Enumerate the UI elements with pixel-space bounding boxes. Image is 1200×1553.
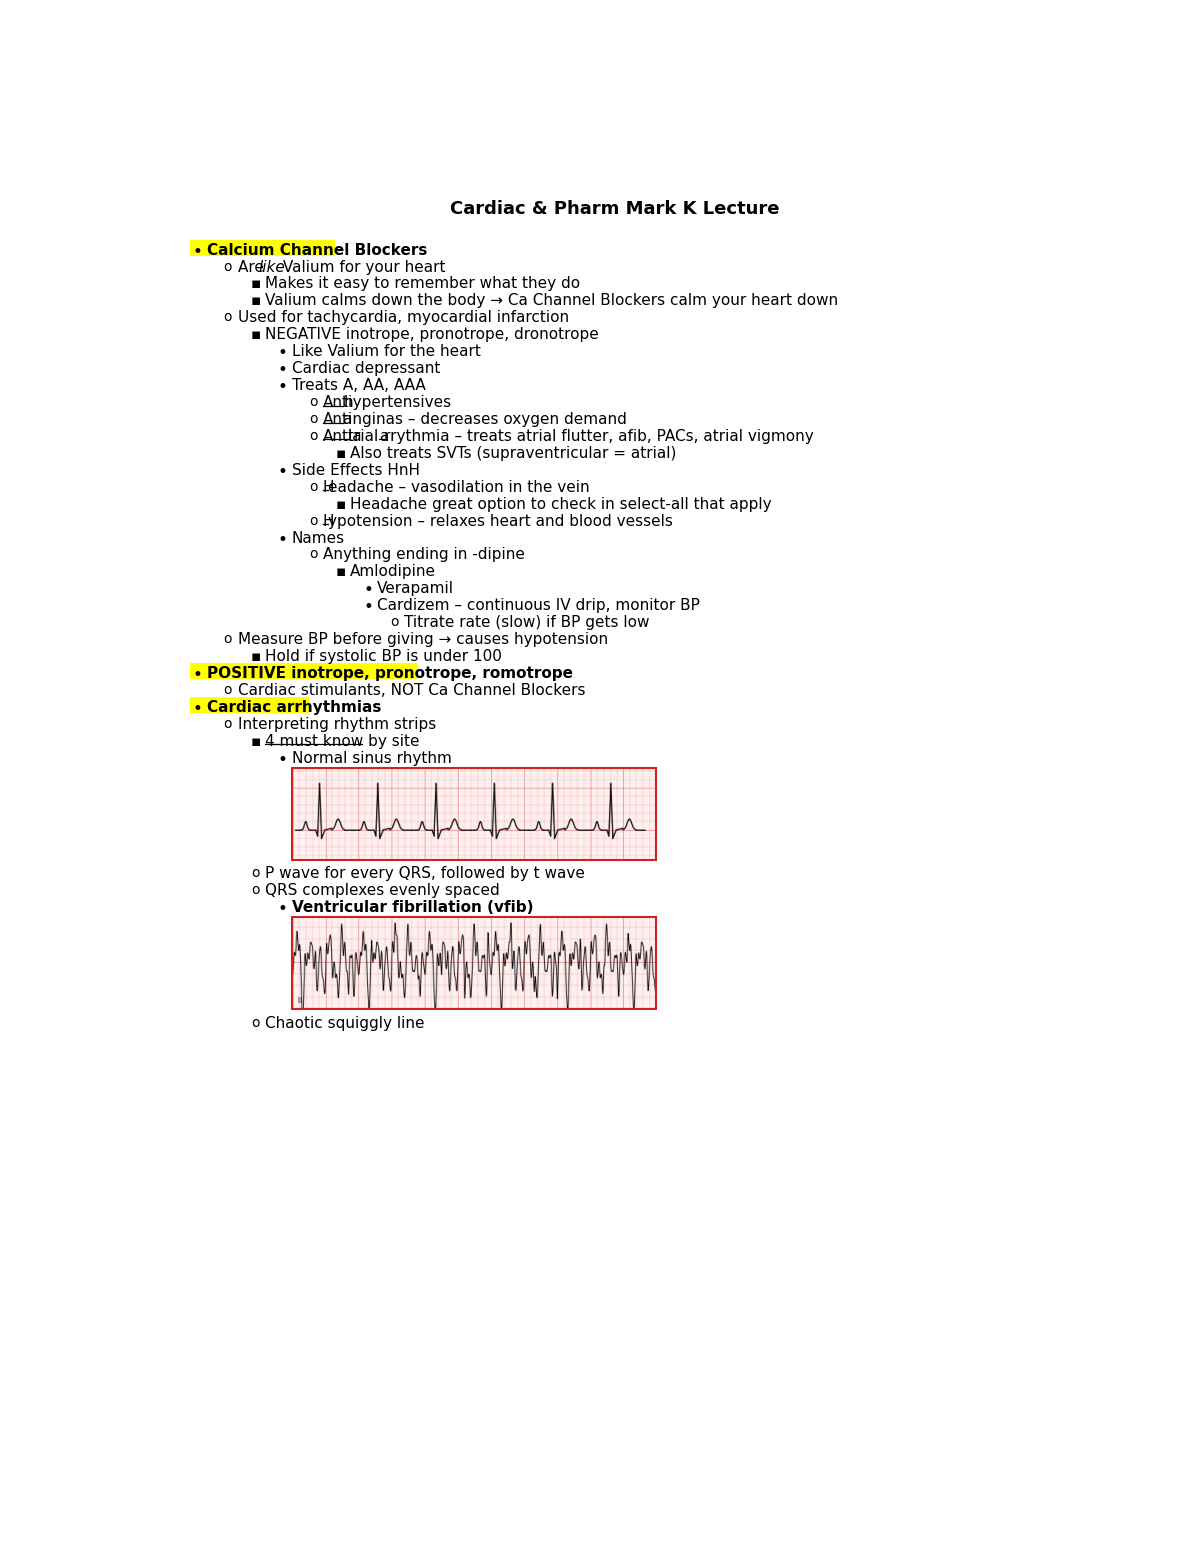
Text: o: o — [223, 683, 232, 697]
Text: Headache great option to check in select-all that apply: Headache great option to check in select… — [350, 497, 772, 511]
Text: o: o — [308, 429, 317, 443]
Text: Verapamil: Verapamil — [377, 581, 454, 596]
Text: o: o — [223, 632, 232, 646]
Text: 4 must know by site: 4 must know by site — [265, 735, 419, 749]
Text: o: o — [251, 1016, 259, 1030]
Text: Used for tachycardia, myocardial infarction: Used for tachycardia, myocardial infarct… — [238, 311, 569, 325]
Text: o: o — [308, 394, 317, 408]
Text: Treats A, AA, AAA: Treats A, AA, AAA — [292, 377, 426, 393]
Text: •: • — [364, 598, 373, 617]
Text: Side Effects HnH: Side Effects HnH — [292, 463, 420, 478]
Text: o: o — [251, 884, 259, 898]
Text: •: • — [193, 666, 203, 683]
Text: •: • — [278, 362, 288, 379]
Text: o: o — [308, 548, 317, 562]
Text: Cardiac & Pharm Mark K Lecture: Cardiac & Pharm Mark K Lecture — [450, 200, 780, 219]
Text: o: o — [308, 412, 317, 426]
Text: trial: trial — [348, 429, 384, 444]
Text: •: • — [193, 700, 203, 717]
Text: Measure BP before giving → causes hypotension: Measure BP before giving → causes hypote… — [238, 632, 607, 648]
Bar — [191, 697, 308, 713]
Text: o: o — [308, 480, 317, 494]
Text: Anything ending in -dipine: Anything ending in -dipine — [323, 548, 524, 562]
Text: ▪: ▪ — [336, 564, 347, 579]
Text: Anti: Anti — [323, 412, 353, 427]
Text: •: • — [193, 242, 203, 261]
Text: Anti: Anti — [323, 394, 353, 410]
Text: ypotension – relaxes heart and blood vessels: ypotension – relaxes heart and blood ves… — [328, 514, 673, 528]
Text: Ventricular fibrillation (vfib): Ventricular fibrillation (vfib) — [292, 901, 533, 915]
Text: Cardizem – continuous IV drip, monitor BP: Cardizem – continuous IV drip, monitor B… — [377, 598, 700, 613]
Text: •: • — [278, 750, 288, 769]
Text: anginas – decreases oxygen demand: anginas – decreases oxygen demand — [343, 412, 628, 427]
Text: ▪: ▪ — [251, 328, 262, 342]
Text: Antia: Antia — [323, 429, 362, 444]
Bar — [191, 239, 335, 256]
Text: QRS complexes evenly spaced: QRS complexes evenly spaced — [265, 884, 499, 898]
Text: o: o — [223, 311, 232, 325]
Text: P wave for every QRS, followed by t wave: P wave for every QRS, followed by t wave — [265, 867, 584, 881]
Text: Amlodipine: Amlodipine — [350, 564, 436, 579]
Bar — [191, 663, 418, 679]
Text: Titrate rate (slow) if BP gets low: Titrate rate (slow) if BP gets low — [404, 615, 649, 631]
Text: Cardiac stimulants, NOT Ca Channel Blockers: Cardiac stimulants, NOT Ca Channel Block… — [238, 683, 586, 697]
Text: Calcium Channel Blockers: Calcium Channel Blockers — [206, 242, 427, 258]
Text: H: H — [323, 480, 335, 495]
Text: Valium calms down the body → Ca Channel Blockers calm your heart down: Valium calms down the body → Ca Channel … — [265, 294, 838, 309]
Text: o: o — [223, 717, 232, 731]
Text: Like Valium for the heart: Like Valium for the heart — [292, 345, 481, 359]
Text: POSITIVE inotrope, pronotrope, romotrope: POSITIVE inotrope, pronotrope, romotrope — [206, 666, 572, 682]
Text: a: a — [379, 429, 389, 444]
Bar — [292, 767, 656, 860]
Text: eadache – vasodilation in the vein: eadache – vasodilation in the vein — [328, 480, 589, 495]
Text: Valium for your heart: Valium for your heart — [278, 259, 446, 275]
Text: o: o — [223, 259, 232, 273]
Text: Cardiac arrhythmias: Cardiac arrhythmias — [206, 700, 380, 714]
Text: rrythmia – treats atrial flutter, afib, PACs, atrial vigmony: rrythmia – treats atrial flutter, afib, … — [384, 429, 814, 444]
Bar — [292, 918, 656, 1009]
Text: Also treats SVTs (supraventricular = atrial): Also treats SVTs (supraventricular = atr… — [350, 446, 677, 461]
Text: Normal sinus rhythm: Normal sinus rhythm — [292, 750, 451, 766]
Text: H: H — [323, 514, 335, 528]
Text: Hold if systolic BP is under 100: Hold if systolic BP is under 100 — [265, 649, 502, 665]
Text: ▪: ▪ — [251, 735, 262, 749]
Text: hypertensives: hypertensives — [343, 394, 451, 410]
Text: o: o — [251, 867, 259, 881]
Text: Chaotic squiggly line: Chaotic squiggly line — [265, 1016, 425, 1031]
Text: •: • — [278, 901, 288, 918]
Text: Cardiac depressant: Cardiac depressant — [292, 362, 440, 376]
Text: o: o — [308, 514, 317, 528]
Text: Interpreting rhythm strips: Interpreting rhythm strips — [238, 717, 436, 731]
Text: like: like — [258, 259, 284, 275]
Text: •: • — [278, 463, 288, 481]
Text: NEGATIVE inotrope, pronotrope, dronotrope: NEGATIVE inotrope, pronotrope, dronotrop… — [265, 328, 599, 342]
Text: ▪: ▪ — [251, 649, 262, 665]
Text: Makes it easy to remember what they do: Makes it easy to remember what they do — [265, 276, 580, 292]
Text: ▪: ▪ — [251, 294, 262, 309]
Text: •: • — [364, 581, 373, 599]
Text: ▪: ▪ — [251, 276, 262, 292]
Text: •: • — [278, 377, 288, 396]
Text: o: o — [390, 615, 398, 629]
Text: ▪: ▪ — [336, 497, 347, 511]
Text: •: • — [278, 345, 288, 362]
Text: Names: Names — [292, 531, 344, 545]
Text: ▪: ▪ — [336, 446, 347, 461]
Text: •: • — [278, 531, 288, 548]
Text: Are: Are — [238, 259, 269, 275]
